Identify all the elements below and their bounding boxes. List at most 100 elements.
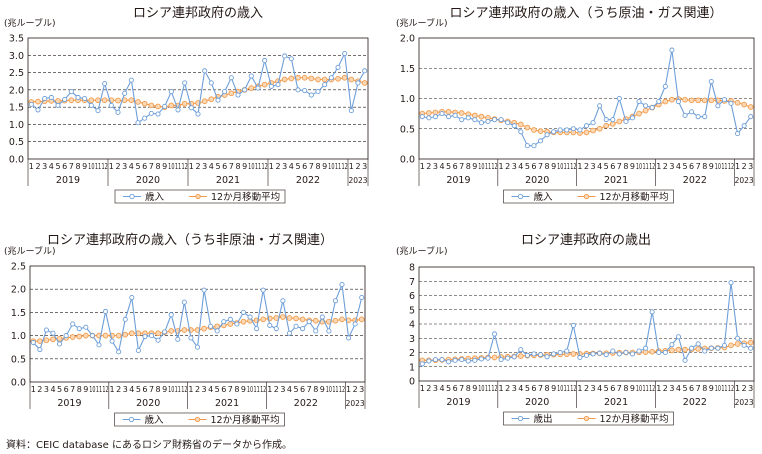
data-point-main bbox=[76, 326, 82, 332]
x-month-label: 5 bbox=[682, 162, 687, 171]
x-month-label: 6 bbox=[453, 384, 458, 393]
data-point-main bbox=[551, 129, 557, 135]
data-point-main bbox=[108, 102, 114, 108]
x-month-label: 7 bbox=[69, 162, 74, 171]
data-point-main bbox=[234, 321, 240, 327]
x-month-label: 7 bbox=[617, 162, 622, 171]
x-month-label: 5 bbox=[525, 162, 530, 171]
data-point-main bbox=[302, 87, 308, 94]
data-point-main bbox=[286, 330, 293, 336]
data-point-main bbox=[426, 115, 432, 121]
x-month-label: 9 bbox=[83, 385, 88, 394]
data-point-main bbox=[221, 319, 227, 325]
data-point-main bbox=[603, 117, 609, 123]
data-point-main bbox=[695, 341, 701, 347]
data-point-main bbox=[282, 53, 288, 59]
legend-label: 12か月移動平均 bbox=[600, 413, 669, 425]
y-unit-label: (兆ルーブル) bbox=[4, 245, 55, 257]
y-tick-label: 1.5 bbox=[11, 308, 26, 319]
data-point-main bbox=[597, 350, 603, 356]
chart-revenue-total: ロシア連邦政府の歳入 (兆ルーブル) 0.0 0.5 1.0 1.5 2.0 2.5 3.0 3.… bbox=[4, 6, 369, 204]
data-point-main bbox=[293, 323, 299, 329]
data-point-main bbox=[75, 94, 81, 101]
x-month-label: 12 bbox=[649, 162, 655, 171]
x-month-label: 3 bbox=[512, 384, 517, 393]
data-point-main bbox=[544, 132, 550, 138]
x-month-label: 5 bbox=[604, 162, 609, 171]
x-month-label: 2 bbox=[353, 385, 358, 394]
x-month-label: 1 bbox=[31, 385, 36, 394]
x-month-label: 1 bbox=[110, 385, 115, 394]
legend-swatch-marker bbox=[129, 193, 135, 200]
x-month-label: 10 bbox=[328, 162, 334, 171]
x-month-label: 6 bbox=[689, 162, 694, 171]
x-month-label: 8 bbox=[315, 162, 320, 171]
data-point-main bbox=[248, 73, 254, 79]
data-point-main bbox=[675, 334, 682, 340]
y-tick-label: 3.5 bbox=[9, 34, 24, 45]
data-point-main bbox=[288, 56, 294, 62]
x-month-label: 3 bbox=[591, 162, 596, 171]
data-point-main bbox=[695, 114, 701, 120]
y-tick-label: 2.5 bbox=[9, 68, 24, 79]
data-point-main bbox=[708, 79, 714, 85]
data-point-moving-average bbox=[728, 342, 734, 349]
data-point-main bbox=[339, 282, 345, 288]
data-point-moving-average bbox=[201, 325, 207, 332]
data-point-moving-average bbox=[471, 112, 478, 119]
data-point-main bbox=[102, 81, 108, 87]
data-point-main bbox=[326, 328, 332, 334]
x-month-label: 2 bbox=[505, 162, 510, 171]
data-point-main bbox=[636, 98, 642, 105]
data-point-main bbox=[426, 358, 432, 364]
data-point-moving-average bbox=[361, 80, 368, 86]
x-month-label: 1 bbox=[499, 162, 504, 171]
data-point-moving-average bbox=[56, 335, 63, 342]
x-month-label: 2 bbox=[195, 162, 200, 171]
x-month-label: 4 bbox=[287, 385, 292, 394]
data-point-main bbox=[308, 92, 314, 98]
data-point-moving-average bbox=[35, 98, 41, 105]
data-point-main bbox=[465, 115, 471, 121]
y-tick-label: 2 bbox=[409, 348, 415, 359]
data-point-moving-average bbox=[101, 97, 108, 104]
data-point-main bbox=[629, 351, 636, 357]
x-month-label: 4 bbox=[129, 385, 134, 394]
x-month-label: 5 bbox=[604, 384, 609, 393]
x-month-label: 1 bbox=[346, 385, 351, 394]
x-month-label: 3 bbox=[512, 162, 517, 171]
x-month-label: 12 bbox=[182, 162, 188, 171]
x-month-label: 1 bbox=[499, 384, 504, 393]
data-point-main bbox=[675, 98, 682, 105]
x-month-label: 2 bbox=[663, 162, 668, 171]
data-point-moving-average bbox=[141, 100, 148, 107]
y-tick-label: 3.0 bbox=[9, 51, 24, 62]
y-tick-label: 1.5 bbox=[400, 64, 415, 75]
x-month-label: 10 bbox=[715, 162, 721, 171]
data-point-moving-average bbox=[301, 74, 308, 81]
x-month-label: 8 bbox=[234, 385, 239, 394]
x-month-label: 9 bbox=[82, 162, 87, 171]
data-point-moving-average bbox=[181, 100, 188, 107]
data-point-main bbox=[557, 349, 563, 356]
plot-frame bbox=[29, 265, 366, 383]
data-point-moving-average bbox=[315, 76, 321, 83]
x-month-label: 11 bbox=[335, 162, 341, 171]
x-month-label: 4 bbox=[50, 385, 55, 394]
data-point-moving-average bbox=[458, 110, 465, 116]
x-month-label: 11 bbox=[485, 162, 491, 171]
data-point-moving-average bbox=[603, 122, 610, 129]
data-point-main bbox=[603, 352, 609, 358]
x-year-label: 2022 bbox=[683, 397, 707, 408]
data-point-main bbox=[268, 83, 274, 89]
x-month-label: 12 bbox=[339, 385, 345, 394]
data-point-moving-average bbox=[517, 121, 524, 128]
data-point-moving-average bbox=[491, 354, 498, 361]
x-month-label: 3 bbox=[748, 384, 753, 393]
x-month-label: 2 bbox=[274, 385, 279, 394]
x-month-label: 9 bbox=[551, 162, 556, 171]
chart-revenue-oil-gas: ロシア連邦政府の歳入（うち原油・ガス関連）(兆ルーブル) 0.0 0.5 1.0 1.5… bbox=[396, 6, 755, 204]
data-point-main bbox=[564, 348, 570, 354]
x-month-label: 7 bbox=[696, 162, 701, 171]
